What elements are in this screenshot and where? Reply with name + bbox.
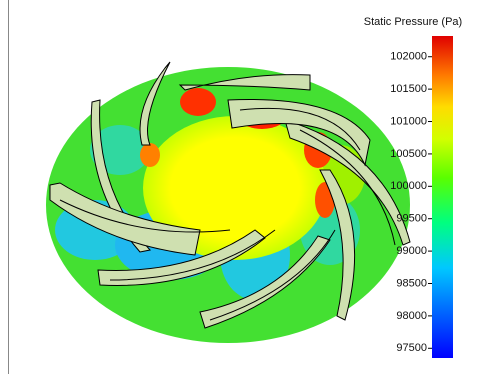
tick-label: 100500 [390, 148, 427, 160]
screenshot: Static Pressure (Pa) 102000 101500 101000 1… [0, 0, 479, 374]
tick-label: 99500 [396, 213, 427, 225]
tick-label: 102000 [390, 51, 427, 63]
tick-label: 98000 [396, 310, 427, 322]
tick-label: 101500 [390, 83, 427, 95]
colorbar-scale [432, 36, 453, 358]
tick-label: 100000 [390, 180, 427, 192]
tick-label: 97500 [396, 342, 427, 354]
tick-label: 99000 [396, 245, 427, 257]
colorbar-title: Static Pressure (Pa) [364, 16, 462, 28]
tick-label: 98500 [396, 277, 427, 289]
tick-label: 101000 [390, 115, 427, 127]
